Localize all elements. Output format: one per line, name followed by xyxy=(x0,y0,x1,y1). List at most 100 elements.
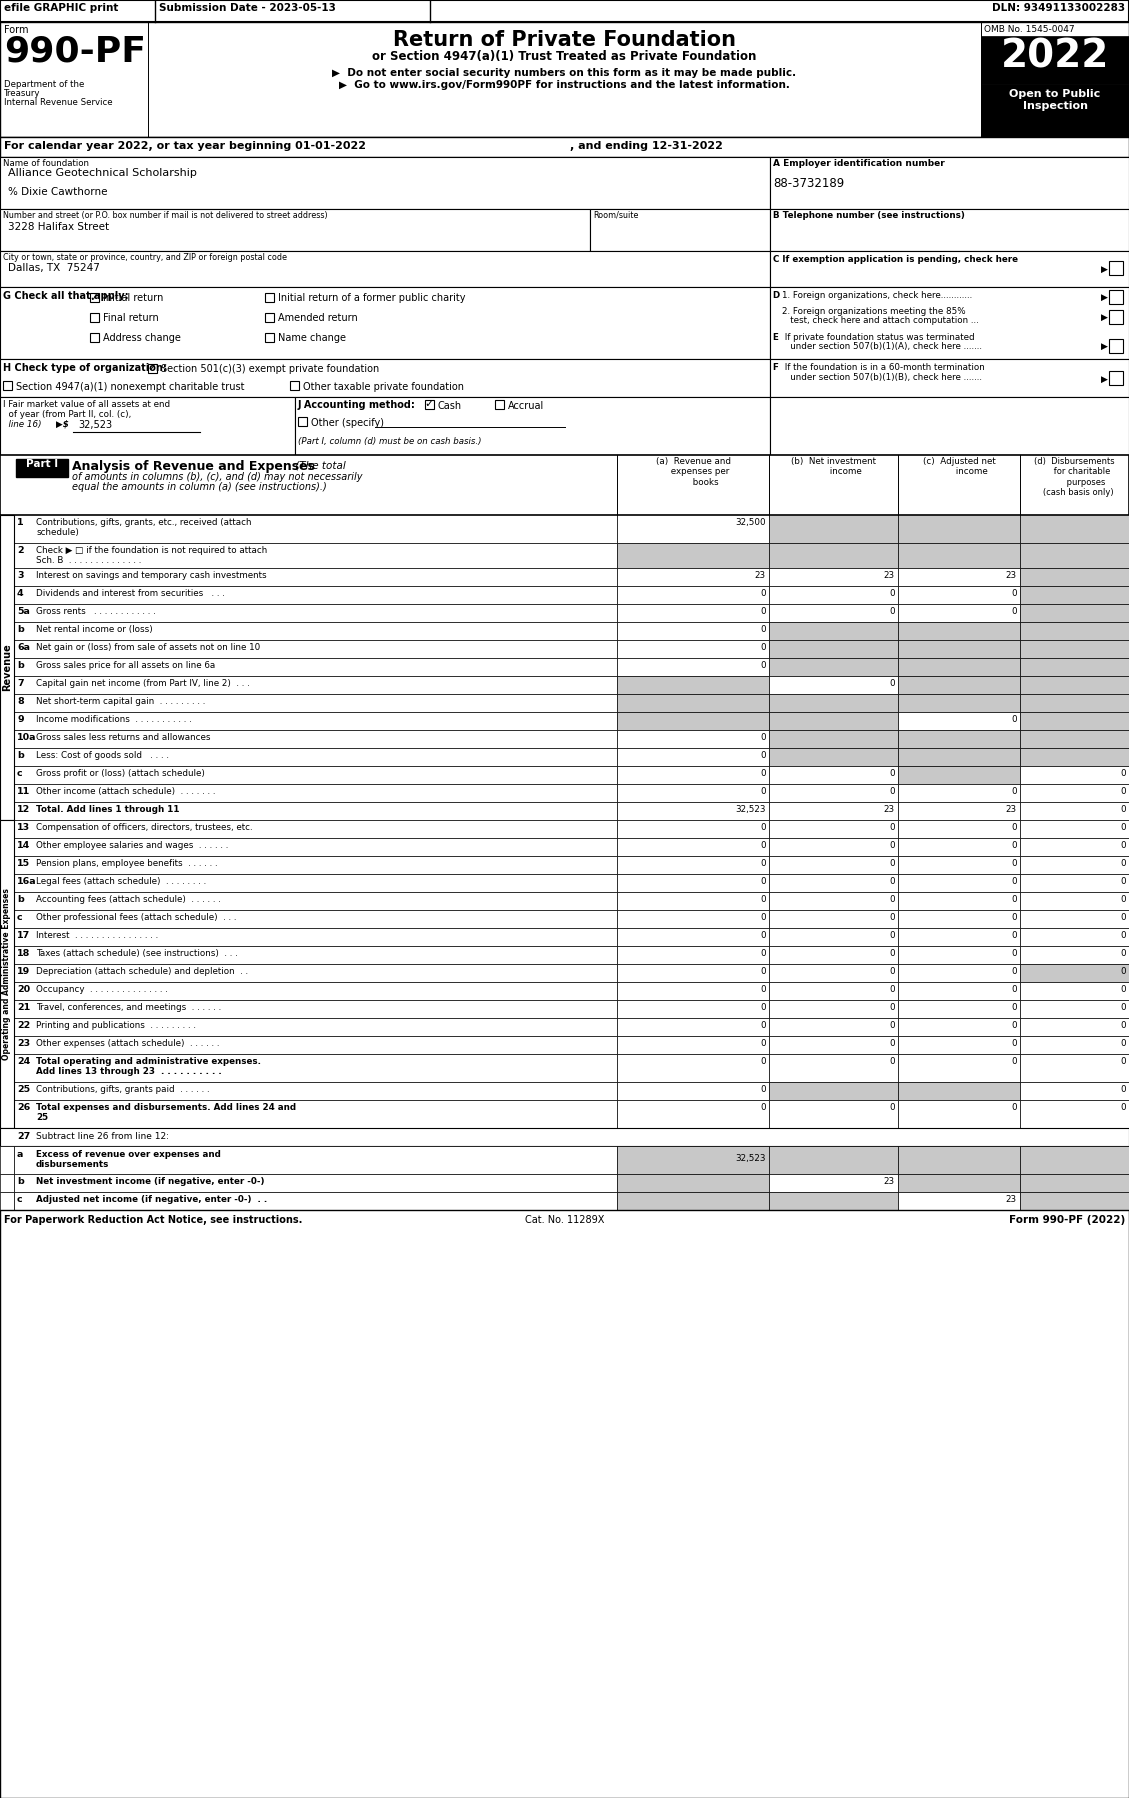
Text: 4: 4 xyxy=(17,590,24,599)
Text: 3: 3 xyxy=(17,572,24,581)
Text: 0: 0 xyxy=(1120,1039,1126,1048)
Text: 0: 0 xyxy=(890,913,895,922)
Bar xyxy=(0,820,14,1127)
Bar xyxy=(1019,946,1129,964)
Text: Capital gain net income (from Part IV, line 2)  . . .: Capital gain net income (from Part IV, l… xyxy=(36,680,250,689)
Text: Form: Form xyxy=(5,25,28,34)
Bar xyxy=(1019,1192,1129,1210)
Text: Initial return: Initial return xyxy=(103,293,164,304)
Text: b: b xyxy=(17,662,24,671)
Text: 0: 0 xyxy=(1012,1021,1017,1030)
Bar xyxy=(769,1100,898,1127)
Bar xyxy=(898,604,1019,622)
Bar xyxy=(618,1145,769,1174)
Text: Gross rents   . . . . . . . . . . . .: Gross rents . . . . . . . . . . . . xyxy=(36,608,156,617)
Text: 7: 7 xyxy=(17,680,24,689)
Bar xyxy=(425,399,434,408)
Text: Other professional fees (attach schedule)  . . .: Other professional fees (attach schedule… xyxy=(36,913,236,922)
Text: 15: 15 xyxy=(17,859,30,868)
Text: 0: 0 xyxy=(1120,913,1126,922)
Text: 0: 0 xyxy=(1120,985,1126,994)
Bar xyxy=(769,1018,898,1036)
Text: 8: 8 xyxy=(17,698,24,707)
Bar xyxy=(14,604,618,622)
Text: Contributions, gifts, grants paid  . . . . . .: Contributions, gifts, grants paid . . . … xyxy=(36,1084,210,1093)
Text: Subtract line 26 from line 12:: Subtract line 26 from line 12: xyxy=(36,1133,169,1142)
Text: 5a: 5a xyxy=(17,608,29,617)
Bar xyxy=(770,156,1129,209)
Bar xyxy=(898,712,1019,730)
Text: For calendar year 2022, or tax year beginning 01-01-2022: For calendar year 2022, or tax year begi… xyxy=(5,140,366,151)
Text: 0: 0 xyxy=(760,626,765,635)
Bar xyxy=(14,802,618,820)
Bar xyxy=(618,784,769,802)
Text: 0: 0 xyxy=(760,1003,765,1012)
Bar xyxy=(14,1036,618,1054)
Bar xyxy=(265,313,274,322)
Text: 19: 19 xyxy=(17,967,30,976)
Bar xyxy=(1019,910,1129,928)
Text: of amounts in columns (b), (c), and (d) may not necessarily: of amounts in columns (b), (c), and (d) … xyxy=(72,473,362,482)
Text: Other (specify): Other (specify) xyxy=(310,417,384,428)
Bar xyxy=(14,658,618,676)
Text: 11: 11 xyxy=(17,788,30,797)
Text: Total. Add lines 1 through 11: Total. Add lines 1 through 11 xyxy=(36,806,180,814)
Bar xyxy=(898,586,1019,604)
Bar xyxy=(898,802,1019,820)
Text: b: b xyxy=(17,626,24,635)
Text: Treasury: Treasury xyxy=(5,88,41,99)
Bar xyxy=(0,137,1129,156)
Text: 23: 23 xyxy=(1006,572,1017,581)
Bar xyxy=(769,676,898,694)
Text: 0: 0 xyxy=(1012,1003,1017,1012)
Text: ▶$: ▶$ xyxy=(53,421,72,430)
Bar xyxy=(1019,1018,1129,1036)
Bar xyxy=(769,982,898,1000)
Text: 0: 0 xyxy=(1012,1102,1017,1111)
Text: (Part I, column (d) must be on cash basis.): (Part I, column (d) must be on cash basi… xyxy=(298,437,481,446)
Text: c: c xyxy=(17,770,23,779)
Bar xyxy=(618,622,769,640)
Text: ▶: ▶ xyxy=(1101,293,1108,302)
Bar xyxy=(618,820,769,838)
Bar xyxy=(769,658,898,676)
Bar xyxy=(618,1082,769,1100)
Text: 0: 0 xyxy=(890,770,895,779)
Text: ▶  Go to www.irs.gov/Form990PF for instructions and the latest information.: ▶ Go to www.irs.gov/Form990PF for instru… xyxy=(339,79,790,90)
Bar xyxy=(1019,514,1129,543)
Text: Dividends and interest from securities   . . .: Dividends and interest from securities .… xyxy=(36,590,225,599)
Text: Printing and publications  . . . . . . . . .: Printing and publications . . . . . . . … xyxy=(36,1021,196,1030)
Text: I Fair market value of all assets at end: I Fair market value of all assets at end xyxy=(3,399,170,408)
Bar xyxy=(898,766,1019,784)
Text: If the foundation is in a 60-month termination: If the foundation is in a 60-month termi… xyxy=(782,363,984,372)
Text: 0: 0 xyxy=(760,734,765,743)
Bar xyxy=(0,288,770,360)
Text: 0: 0 xyxy=(890,1102,895,1111)
Text: 0: 0 xyxy=(1120,931,1126,940)
Bar xyxy=(90,313,99,322)
Bar xyxy=(898,892,1019,910)
Bar xyxy=(769,910,898,928)
Text: ✓: ✓ xyxy=(148,363,157,374)
Bar xyxy=(618,892,769,910)
Text: Net rental income or (loss): Net rental income or (loss) xyxy=(36,626,152,635)
Bar xyxy=(618,766,769,784)
Bar xyxy=(618,1036,769,1054)
Bar xyxy=(769,964,898,982)
Text: 0: 0 xyxy=(760,1057,765,1066)
Text: Analysis of Revenue and Expenses: Analysis of Revenue and Expenses xyxy=(72,460,315,473)
Bar xyxy=(898,1100,1019,1127)
Bar xyxy=(898,543,1019,568)
Text: 24: 24 xyxy=(17,1057,30,1066)
Text: 0: 0 xyxy=(1120,1021,1126,1030)
Text: J Accounting method:: J Accounting method: xyxy=(298,399,415,410)
Bar xyxy=(770,397,1129,455)
Bar xyxy=(618,676,769,694)
Text: 0: 0 xyxy=(890,841,895,850)
Bar xyxy=(0,514,14,820)
Text: 6a: 6a xyxy=(17,644,30,653)
Bar xyxy=(898,730,1019,748)
Bar xyxy=(981,85,1129,137)
Bar xyxy=(1019,784,1129,802)
Text: 0: 0 xyxy=(1120,1003,1126,1012)
